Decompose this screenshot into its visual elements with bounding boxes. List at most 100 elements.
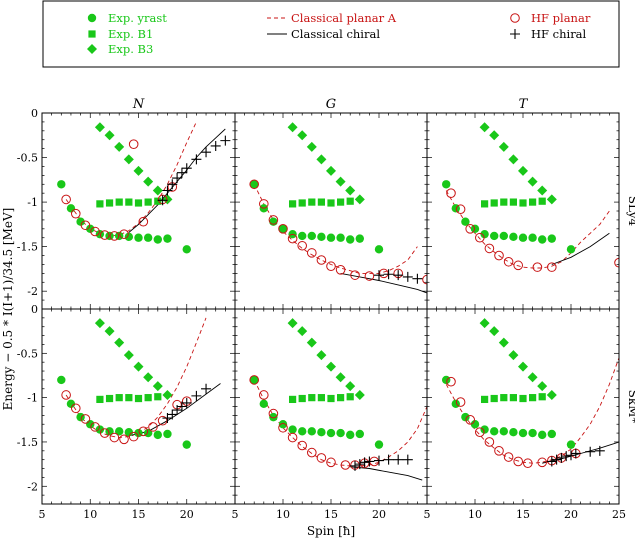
exp-b3-point xyxy=(306,141,317,152)
exp-b1-point xyxy=(115,198,123,206)
y-tick-label: 0 xyxy=(31,303,38,316)
hf-chiral-point xyxy=(412,273,423,284)
exp-b3-point xyxy=(123,350,134,361)
hf-chiral-point xyxy=(201,383,212,394)
hf-planar-point xyxy=(513,456,524,467)
exp-yrast-point xyxy=(346,430,355,440)
exp-yrast-point xyxy=(153,430,162,440)
panel-G-SLy4 xyxy=(234,112,428,310)
exp-b3-point xyxy=(297,130,308,141)
exp-b3-point xyxy=(123,154,134,165)
exp-yrast-point xyxy=(163,234,172,243)
legend-swatch xyxy=(88,30,96,38)
hf-planar-point xyxy=(287,233,298,244)
exp-yrast-point xyxy=(143,428,153,438)
legend-item-2: Exp. B3 xyxy=(87,42,153,56)
exp-yrast-point xyxy=(298,231,307,241)
exp-b3-point xyxy=(143,372,154,383)
hf-chiral-point xyxy=(176,167,187,178)
exp-yrast-point xyxy=(278,224,288,234)
hf-planar-point xyxy=(340,460,351,470)
hf-chiral-point xyxy=(181,397,192,408)
x-tick-label: 15 xyxy=(516,508,530,521)
legend-label: Classical planar A xyxy=(291,11,397,25)
hf-planar-point xyxy=(109,231,120,241)
exp-b1-point xyxy=(509,394,517,402)
exp-yrast-point xyxy=(163,429,172,439)
hf-planar-point xyxy=(148,422,158,432)
exp-b3-point xyxy=(143,176,154,187)
exp-b3-point xyxy=(104,130,115,141)
hf-planar-point xyxy=(475,427,485,438)
exp-b3-point xyxy=(518,361,528,372)
hf-planar-point xyxy=(446,188,456,198)
exp-b3-point xyxy=(546,194,557,205)
exp-b1-point xyxy=(96,200,104,208)
exp-b1-point xyxy=(346,197,354,205)
exp-b1-point xyxy=(105,199,114,207)
exp-b1-point xyxy=(154,197,162,205)
exp-b1-point xyxy=(105,394,114,403)
hf-planar-point xyxy=(494,250,504,261)
exp-b1-point xyxy=(298,394,306,403)
panel-N-SkM* xyxy=(41,308,236,505)
exp-yrast-point xyxy=(470,420,480,429)
hf-chiral-point xyxy=(157,195,168,206)
exp-yrast-point xyxy=(451,399,460,409)
exp-b1-point xyxy=(125,394,133,402)
hf-chiral-point xyxy=(402,454,413,465)
legend-swatch xyxy=(87,44,97,54)
exp-b3-point xyxy=(508,154,519,165)
exp-yrast-point xyxy=(259,399,268,409)
legend-label: Exp. B3 xyxy=(108,42,153,56)
legend-swatch xyxy=(510,29,520,39)
exp-b1-point xyxy=(529,394,537,402)
exp-yrast-point xyxy=(86,224,95,234)
x-tick-label: 15 xyxy=(132,508,146,521)
legend-box xyxy=(42,0,620,68)
exp-yrast-point xyxy=(298,427,307,436)
hf-planar-point xyxy=(364,271,375,281)
hf-chiral-point xyxy=(383,454,394,465)
column-title-T: T xyxy=(519,97,529,112)
hf-planar-point xyxy=(138,426,149,437)
exp-b1-point xyxy=(519,394,527,403)
legend-label: HF chiral xyxy=(531,27,587,41)
classical-planar-line xyxy=(65,121,197,237)
column-title-G: G xyxy=(326,97,336,112)
hf-planar-point xyxy=(455,397,466,407)
exp-yrast-point xyxy=(115,427,124,436)
exp-yrast-point xyxy=(317,428,326,437)
exp-yrast-point xyxy=(374,440,384,449)
exp-yrast-point xyxy=(134,233,143,242)
exp-yrast-point xyxy=(336,428,345,438)
exp-b3-point xyxy=(537,185,548,196)
hf-chiral-point xyxy=(402,271,413,282)
y-tick-label: -2 xyxy=(27,480,38,493)
hf-planar-point xyxy=(484,437,495,447)
exp-yrast-point xyxy=(336,233,345,242)
exp-b1-point xyxy=(337,394,345,402)
axis-labels: N G T SLy4 SkM* -2 -1.5 -1 -0.5 0 -2 -1.5 -1 -0.5 0 5 10… xyxy=(1,97,635,538)
exp-yrast-point xyxy=(124,428,134,437)
hf-chiral-point xyxy=(162,185,173,196)
x-tick-label: 5 xyxy=(424,508,431,521)
panel-body xyxy=(249,318,427,481)
exp-b3-point xyxy=(345,381,356,392)
exp-yrast-point xyxy=(538,430,547,440)
exp-b1-point xyxy=(144,394,152,402)
exp-b1-point xyxy=(538,197,546,205)
exp-yrast-point xyxy=(86,420,95,429)
exp-yrast-point xyxy=(95,425,105,434)
exp-yrast-point xyxy=(547,429,556,439)
exp-b1-point xyxy=(144,198,152,206)
exp-yrast-point xyxy=(250,180,259,189)
exp-yrast-point xyxy=(461,412,470,422)
classical-planar-line xyxy=(65,317,207,438)
hf-planar-point xyxy=(268,215,279,225)
exp-b1-point xyxy=(134,394,143,403)
exp-yrast-point xyxy=(461,217,470,226)
exp-b3-point xyxy=(133,165,144,176)
exp-b1-point xyxy=(337,198,345,206)
exp-yrast-point xyxy=(269,412,278,422)
